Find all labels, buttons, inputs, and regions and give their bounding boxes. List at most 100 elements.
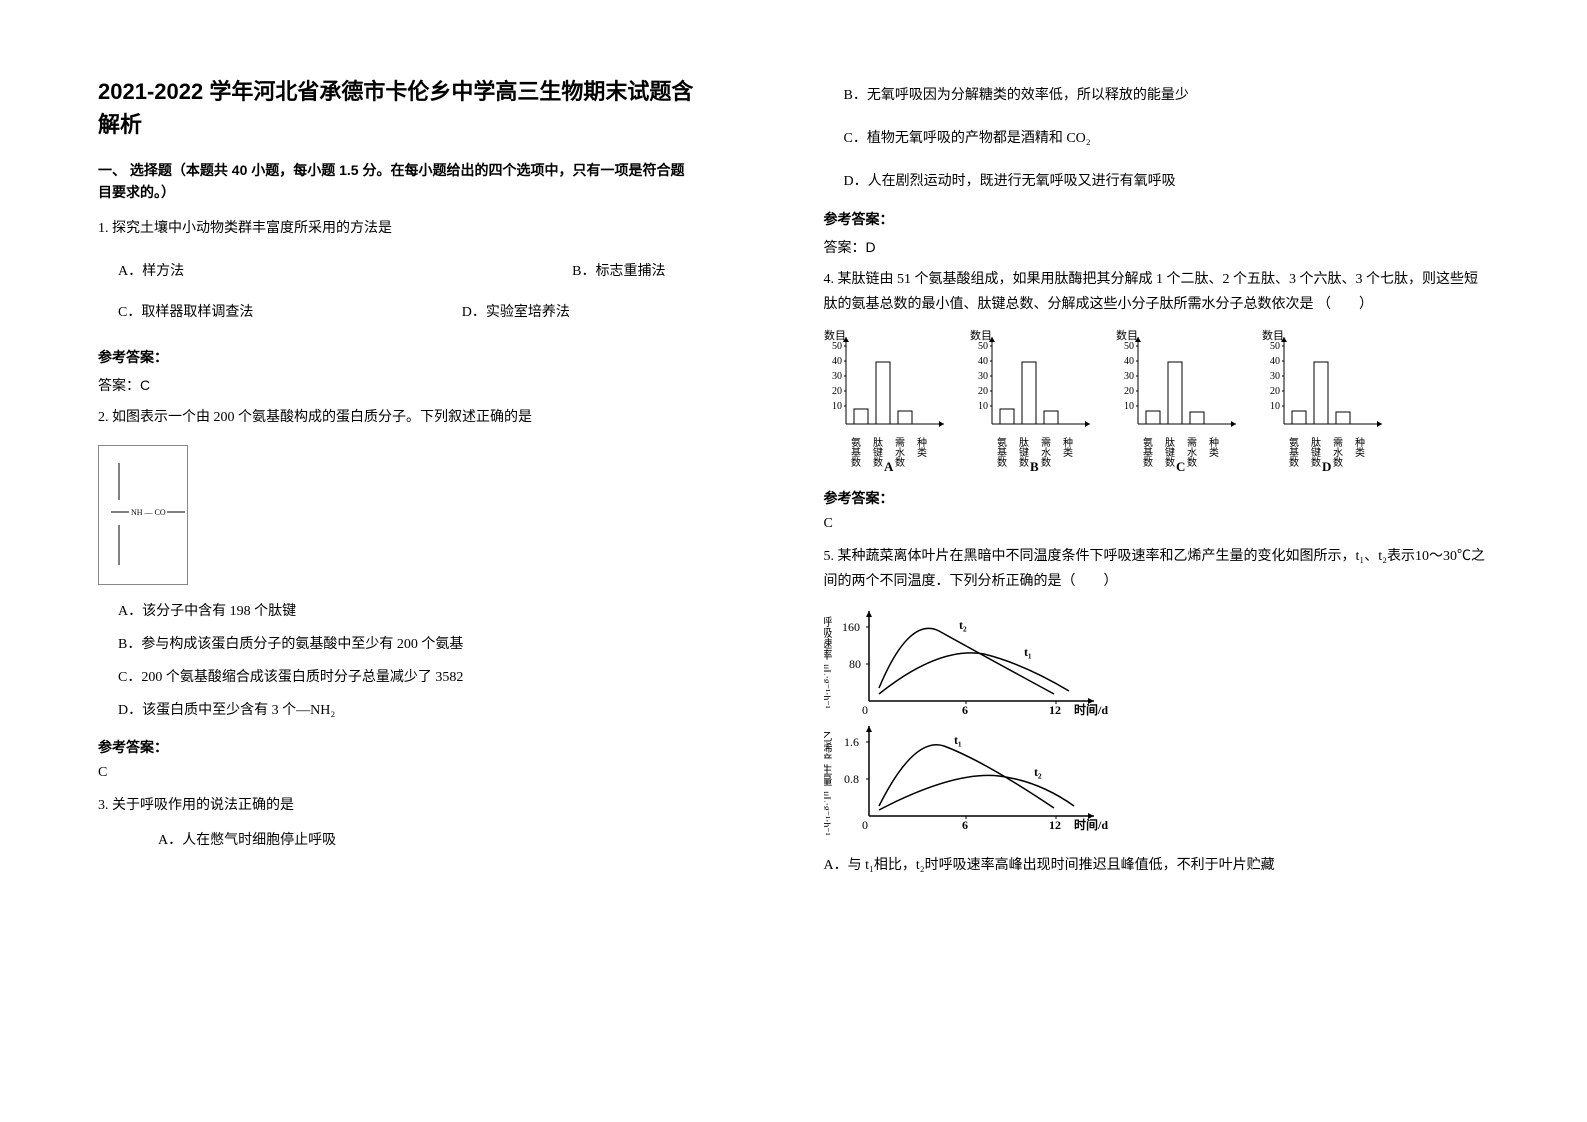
svg-text:30: 30 (832, 371, 842, 382)
q1-options-row2: C．取样器取样调查法 D．实验室培养法 (98, 292, 696, 333)
svg-text:40: 40 (832, 356, 842, 367)
q3-answer: 答案：D (824, 237, 1490, 257)
svg-text:种类: 种类 (1352, 436, 1364, 458)
svg-text:0.8: 0.8 (844, 772, 859, 786)
q3-option-b: B．无氧呼吸因为分解糖类的效率低，所以释放的能量少 (824, 83, 1490, 108)
svg-text:t₂: t₂ (1034, 765, 1042, 779)
page-container: 2021-2022 学年河北省承德市卡伦乡中学高三生物期末试题含解析 一、 选择… (0, 0, 1587, 1122)
section-heading: 一、 选择题（本题共 40 小题，每小题 1.5 分。在每小题给出的四个选项中，… (98, 159, 696, 204)
q4-chart-a: 数目 50 40 30 20 10 氨基数 肽键数 需水数 种类 A (824, 329, 952, 474)
q1-answer: 答案：C (98, 375, 696, 395)
q2-ref-label: 参考答案： (98, 737, 696, 757)
q1-option-b: B．标志重捕法 (382, 259, 696, 284)
svg-text:肽键数: 肽键数 (1308, 436, 1320, 468)
svg-text:t₁: t₁ (954, 733, 962, 747)
svg-text:t₁: t₁ (1024, 645, 1032, 659)
q1-option-c: C．取样器取样调查法 (98, 300, 352, 325)
q2-diagram: NH — CO (98, 445, 188, 585)
q1-ref-label: 参考答案： (98, 347, 696, 367)
svg-text:种类: 种类 (1060, 436, 1072, 458)
svg-text:种类: 种类 (1206, 436, 1218, 458)
svg-text:50: 50 (832, 341, 842, 352)
q5-stem: 5. 某种蔬菜离体叶片在黑暗中不同温度条件下呼吸速率和乙烯产生量的变化如图所示，… (824, 544, 1490, 594)
svg-text:10: 10 (832, 401, 842, 412)
right-column: B．无氧呼吸因为分解糖类的效率低，所以释放的能量少 C．植物无氧呼吸的产物都是酒… (794, 75, 1587, 1047)
q3-option-d: D．人在剧烈运动时，既进行无氧呼吸又进行有氧呼吸 (824, 169, 1490, 194)
q5-option-a: A．与 t₁相比，t₂时呼吸速率高峰出现时间推迟且峰值低，不利于叶片贮藏 (824, 853, 1490, 878)
q3-option-c: C．植物无氧呼吸的产物都是酒精和 CO₂ (824, 126, 1490, 151)
left-column: 2021-2022 学年河北省承德市卡伦乡中学高三生物期末试题含解析 一、 选择… (0, 75, 794, 1047)
svg-text:呼吸速率: 呼吸速率 (824, 616, 833, 661)
svg-text:μL·g⁻¹·h⁻¹: μL·g⁻¹·h⁻¹ (824, 791, 832, 836)
svg-text:1.6: 1.6 (844, 735, 859, 749)
svg-text:μL·g⁻¹·h⁻¹: μL·g⁻¹·h⁻¹ (824, 664, 832, 709)
q2-option-d: D．该蛋白质中至少含有 3 个—NH₂ (98, 698, 696, 723)
q2-option-b: B．参与构成该蛋白质分子的氨基酸中至少有 200 个氨基 (98, 632, 696, 657)
svg-text:30: 30 (1270, 371, 1280, 382)
svg-text:20: 20 (1124, 386, 1134, 397)
q4-chart-d: 数目 50 40 30 20 10 氨基数 肽键数 需水数 种类 D (1262, 329, 1390, 474)
svg-text:种类: 种类 (914, 436, 926, 458)
q4-answer: C (824, 516, 1490, 532)
q2-option-c: C．200 个氨基酸缩合成该蛋白质时分子总量减少了 3582 (98, 665, 696, 690)
svg-text:12: 12 (1049, 818, 1061, 832)
svg-text:肽键数: 肽键数 (1162, 436, 1174, 468)
svg-text:12: 12 (1049, 703, 1061, 717)
svg-text:50: 50 (1270, 341, 1280, 352)
q4-ref-label: 参考答案： (824, 488, 1490, 508)
svg-text:需水数: 需水数 (1184, 437, 1196, 468)
svg-text:肽键数: 肽键数 (1016, 436, 1028, 468)
svg-text:B: B (1030, 459, 1039, 474)
svg-text:需水数: 需水数 (892, 437, 904, 468)
svg-text:20: 20 (1270, 386, 1280, 397)
svg-text:50: 50 (978, 341, 988, 352)
svg-text:氨基数: 氨基数 (994, 436, 1006, 468)
svg-text:10: 10 (1270, 401, 1280, 412)
q2-option-a: A．该分子中含有 198 个肽键 (98, 599, 696, 624)
svg-text:时间/d: 时间/d (1074, 817, 1108, 832)
q1-options-row1: A．样方法 B．标志重捕法 (98, 251, 696, 292)
q4-chart-c: 数目 50 40 30 20 10 氨基数 肽键数 需水数 种类 C (1116, 329, 1244, 474)
svg-text:氨基数: 氨基数 (848, 436, 860, 468)
q4-stem: 4. 某肽链由 51 个氨基酸组成，如果用肽酶把其分解成 1 个二肽、2 个五肽… (824, 267, 1490, 317)
q4-chart-b: 数目 50 40 30 20 10 氨基数 肽键数 需水数 种类 B (970, 329, 1098, 474)
svg-text:40: 40 (1124, 356, 1134, 367)
svg-text:t₂: t₂ (959, 618, 967, 632)
q2-stem: 2. 如图表示一个由 200 个氨基酸构成的蛋白质分子。下列叙述正确的是 (98, 405, 696, 430)
svg-text:需水数: 需水数 (1038, 437, 1050, 468)
svg-text:0: 0 (862, 818, 868, 832)
svg-text:40: 40 (978, 356, 988, 367)
svg-text:氨基数: 氨基数 (1286, 436, 1298, 468)
svg-text:10: 10 (1124, 401, 1134, 412)
svg-text:NH — CO: NH — CO (131, 508, 166, 517)
svg-text:氨基数: 氨基数 (1140, 436, 1152, 468)
respiration-ethylene-chart: 呼吸速率 μL·g⁻¹·h⁻¹ 160 80 0 6 12 时间/d t₂ t₁ (824, 606, 1134, 836)
q3-option-a: A．人在憋气时细胞停止呼吸 (98, 828, 696, 853)
svg-text:30: 30 (978, 371, 988, 382)
q1-option-a: A．样方法 (98, 259, 382, 284)
q3-stem: 3. 关于呼吸作用的说法正确的是 (98, 793, 696, 818)
svg-text:50: 50 (1124, 341, 1134, 352)
protein-diagram-icon: NH — CO (99, 445, 187, 585)
svg-text:80: 80 (849, 657, 861, 671)
svg-text:6: 6 (962, 703, 968, 717)
q2-answer: C (98, 765, 696, 781)
svg-text:C: C (1176, 459, 1185, 474)
svg-text:时间/d: 时间/d (1074, 702, 1108, 717)
svg-text:需水数: 需水数 (1330, 437, 1342, 468)
svg-text:0: 0 (862, 703, 868, 717)
svg-text:A: A (884, 459, 894, 474)
svg-text:6: 6 (962, 818, 968, 832)
svg-text:肽键数: 肽键数 (870, 436, 882, 468)
svg-text:D: D (1322, 459, 1331, 474)
q1-option-d: D．实验室培养法 (352, 300, 696, 325)
svg-text:160: 160 (842, 620, 860, 634)
svg-text:30: 30 (1124, 371, 1134, 382)
q4-charts: 数目 50 40 30 20 10 氨基数 肽键数 需水数 种类 A (824, 329, 1490, 474)
q5-chart: 呼吸速率 μL·g⁻¹·h⁻¹ 160 80 0 6 12 时间/d t₂ t₁ (824, 606, 1490, 841)
exam-title: 2021-2022 学年河北省承德市卡伦乡中学高三生物期末试题含解析 (98, 75, 696, 141)
svg-text:20: 20 (978, 386, 988, 397)
svg-text:20: 20 (832, 386, 842, 397)
q1-stem: 1. 探究土壤中小动物类群丰富度所采用的方法是 (98, 216, 696, 241)
svg-text:乙烯产生量: 乙烯产生量 (824, 731, 833, 786)
